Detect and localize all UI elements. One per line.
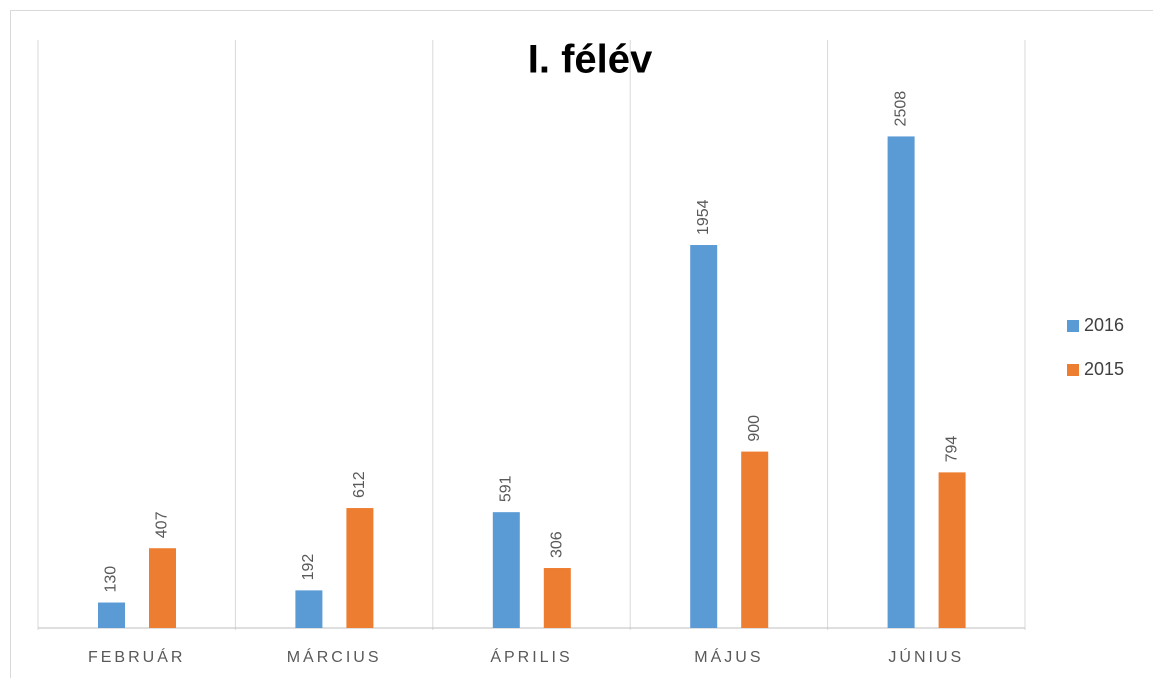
data-label: 2508 (892, 91, 909, 127)
x-tick-label: FEBRUÁR (88, 647, 185, 666)
data-label: 612 (351, 471, 368, 498)
data-label: 192 (300, 554, 317, 581)
legend-label: 2016 (1084, 315, 1124, 335)
data-label: 306 (549, 531, 566, 558)
bar (887, 136, 915, 628)
data-label: 591 (498, 475, 515, 502)
bar (492, 512, 520, 628)
legend-swatch (1067, 320, 1079, 332)
bar (98, 602, 125, 628)
chart-title: I. félév (528, 38, 653, 82)
data-label: 130 (103, 566, 120, 593)
x-tick-label: JÚNIUS (888, 647, 964, 666)
bar (741, 451, 769, 628)
chart-frame (10, 10, 1153, 678)
bar (543, 568, 571, 628)
bar (938, 472, 966, 628)
data-label: 1954 (695, 199, 712, 235)
bar (690, 245, 718, 629)
data-label: 794 (943, 436, 960, 463)
bar (346, 508, 374, 628)
x-tick-label: ÁPRILIS (490, 647, 572, 666)
legend-swatch (1067, 364, 1079, 376)
x-tick-label: MÁRCIUS (287, 647, 382, 666)
data-label: 407 (154, 511, 171, 538)
bar (295, 590, 323, 628)
legend-label: 2015 (1084, 359, 1124, 379)
data-label: 900 (746, 415, 763, 442)
x-tick-label: MÁJUS (694, 647, 763, 666)
bar (149, 548, 176, 628)
